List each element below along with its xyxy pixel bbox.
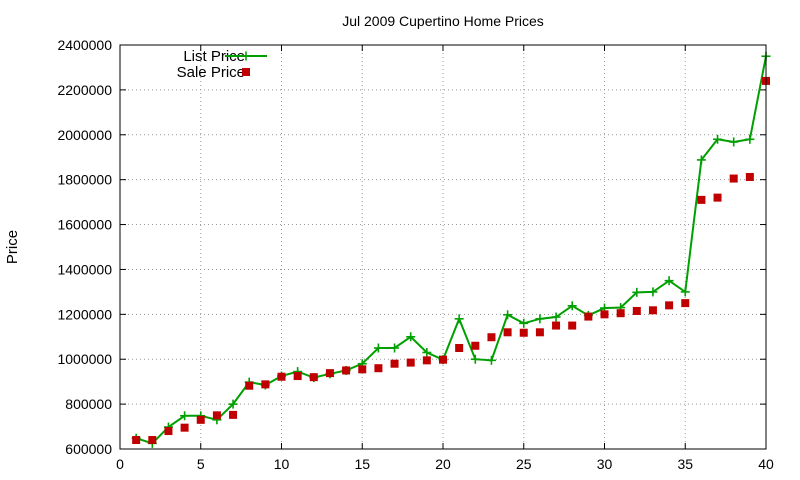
point-sale-price — [471, 341, 480, 350]
point-sale-price — [406, 358, 415, 367]
point-sale-price — [439, 355, 447, 364]
point-sale-price — [552, 321, 561, 330]
y-tick-label: 600000 — [65, 441, 112, 457]
point-list-price — [390, 343, 400, 353]
x-tick-label: 5 — [197, 456, 205, 472]
point-sale-price — [245, 381, 254, 390]
point-list-price — [745, 134, 755, 144]
series-line-list-price — [135, 56, 767, 445]
point-list-price — [567, 301, 577, 311]
data-series — [131, 51, 771, 448]
x-tick-label: 10 — [274, 456, 290, 472]
y-tick-label: 2000000 — [57, 127, 112, 143]
x-tick-labels: 0 5 10 15 20 25 30 35 40 — [116, 456, 774, 472]
x-tick-label: 20 — [435, 456, 451, 472]
x-tick-label: 25 — [516, 456, 532, 472]
y-tick-label: 1400000 — [57, 261, 112, 277]
chart-title: Jul 2009 Cupertino Home Prices — [342, 13, 544, 29]
legend-marker — [241, 51, 251, 61]
y-tick-label: 1000000 — [57, 351, 112, 367]
y-tick-labels: 600000 800000 1000000 1200000 1400000 1600000… — [57, 37, 112, 457]
y-tick-label: 2200000 — [57, 82, 112, 98]
point-list-price — [228, 399, 238, 409]
point-list-price — [551, 312, 561, 322]
point-sale-price — [293, 372, 302, 381]
point-sale-price — [632, 306, 641, 315]
x-tick-label: 40 — [758, 456, 774, 472]
point-sale-price — [697, 195, 706, 204]
point-sale-price — [358, 365, 367, 374]
point-list-price — [454, 314, 464, 324]
point-list-price — [632, 287, 642, 297]
legend-swatch-sale-price — [242, 68, 250, 76]
point-sale-price — [535, 328, 544, 337]
point-sale-price — [600, 310, 609, 319]
point-list-price — [664, 276, 674, 286]
point-sale-price — [342, 366, 351, 375]
series-list-price — [131, 51, 771, 448]
point-sale-price — [487, 333, 496, 342]
point-sale-price — [729, 174, 738, 183]
point-sale-price — [713, 193, 722, 202]
point-sale-price — [665, 301, 674, 310]
legend-label-list-price: List Price — [183, 48, 245, 65]
x-tick-label: 30 — [597, 456, 613, 472]
point-sale-price — [422, 356, 431, 365]
grid — [120, 45, 766, 449]
x-tick-label: 15 — [354, 456, 370, 472]
point-sale-price — [455, 344, 464, 352]
point-sale-price — [584, 312, 593, 321]
y-axis-label: Price — [4, 230, 21, 264]
series-sale-price — [132, 76, 770, 445]
y-tick-label: 1200000 — [57, 306, 112, 322]
legend-swatch-list-price — [225, 51, 267, 61]
point-sale-price — [180, 423, 189, 432]
point-sale-price — [519, 328, 528, 337]
point-list-price — [535, 314, 545, 324]
point-list-price — [713, 134, 723, 144]
point-sale-price — [568, 321, 577, 330]
point-list-price — [680, 287, 690, 297]
point-list-price — [470, 354, 480, 364]
point-list-price — [422, 347, 432, 357]
point-sale-price — [390, 359, 399, 368]
legend-marker — [242, 68, 250, 76]
point-sale-price — [681, 299, 690, 308]
point-sale-price — [132, 436, 141, 445]
point-sale-price — [148, 436, 157, 445]
y-tick-label: 1600000 — [57, 217, 112, 233]
plot-frame — [119, 44, 767, 450]
point-list-price — [696, 155, 706, 165]
point-list-price — [373, 343, 383, 353]
y-tick-label: 1800000 — [57, 172, 112, 188]
y-tick-label: 800000 — [65, 396, 112, 412]
point-list-price — [406, 332, 416, 342]
point-sale-price — [374, 364, 383, 373]
point-sale-price — [164, 427, 173, 436]
point-list-price — [503, 310, 513, 320]
point-sale-price — [616, 309, 625, 318]
y-tick-label: 2400000 — [57, 37, 112, 53]
point-sale-price — [309, 373, 318, 382]
point-sale-price — [277, 372, 286, 381]
point-list-price — [729, 137, 739, 147]
point-list-price — [519, 318, 529, 328]
point-sale-price — [261, 380, 270, 389]
point-list-price — [648, 287, 658, 297]
point-sale-price — [212, 411, 221, 420]
point-list-price — [180, 411, 190, 421]
legend-label-sale-price: Sale Price — [177, 64, 245, 81]
x-tick-label: 35 — [677, 456, 693, 472]
point-sale-price — [648, 306, 657, 315]
x-tick-label: 0 — [116, 456, 124, 472]
point-sale-price — [325, 369, 334, 378]
point-sale-price — [229, 410, 238, 419]
legend: List Price Sale Price — [177, 48, 267, 81]
point-sale-price — [503, 328, 512, 337]
point-sale-price — [196, 415, 205, 424]
point-list-price — [486, 355, 496, 365]
point-sale-price — [745, 172, 754, 181]
